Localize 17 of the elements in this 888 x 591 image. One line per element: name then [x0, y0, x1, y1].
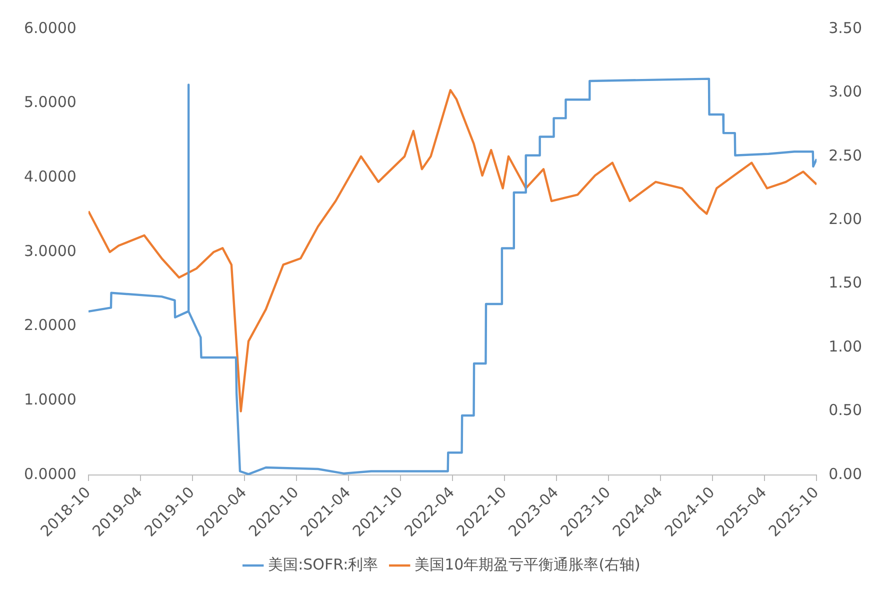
y-tick-label: 2.0000	[24, 316, 76, 334]
y2-tick-label: 2.50	[828, 146, 862, 164]
legend-label: 美国10年期盈亏平衡通胀率(右轴)	[414, 555, 640, 574]
y2-tick-label: 1.50	[828, 274, 862, 292]
y2-tick-label: 3.50	[828, 18, 862, 37]
y-tick-label: 5.0000	[24, 93, 76, 112]
y-tick-label: 4.0000	[24, 168, 76, 186]
y-tick-label: 0.0000	[24, 464, 76, 483]
y2-tick-label: 0.50	[828, 401, 862, 420]
y-tick-label: 3.0000	[24, 242, 76, 260]
y2-tick-label: 2.00	[828, 210, 862, 228]
y2-tick-label: 3.00	[828, 82, 862, 101]
y-tick-label: 6.0000	[24, 18, 76, 37]
legend-label: 美国:SOFR:利率	[268, 555, 378, 574]
y-tick-label: 1.0000	[24, 390, 76, 409]
y2-tick-label: 1.00	[828, 337, 862, 356]
y2-tick-label: 0.00	[828, 464, 862, 483]
